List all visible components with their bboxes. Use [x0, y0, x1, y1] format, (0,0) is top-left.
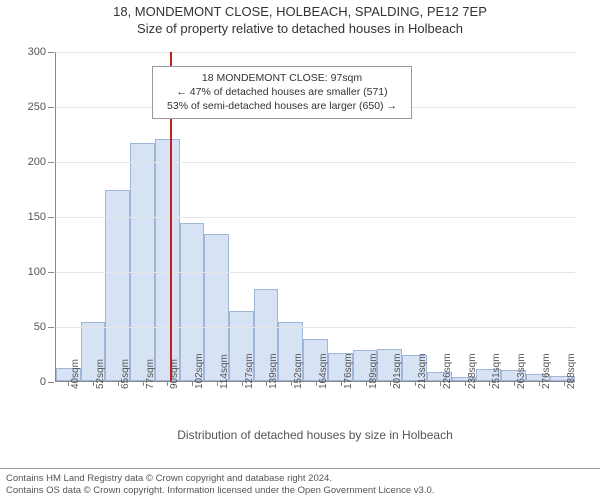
x-tick-label: 52sqm: [95, 359, 106, 389]
x-tick-label: 276sqm: [541, 353, 552, 389]
y-tick: [48, 52, 54, 53]
y-tick: [48, 217, 54, 218]
x-tick-label: 226sqm: [442, 353, 453, 389]
x-tick: [341, 381, 342, 386]
x-tick-label: 263sqm: [516, 353, 527, 389]
x-tick: [118, 381, 119, 386]
x-tick-label: 40sqm: [70, 359, 81, 389]
grid-line: [56, 162, 575, 163]
x-tick-label: 238sqm: [467, 353, 478, 389]
histogram-bar: [130, 143, 155, 381]
y-tick: [48, 107, 54, 108]
x-tick: [415, 381, 416, 386]
annotation-box: 18 MONDEMONT CLOSE: 97sqm ← 47% of detac…: [152, 66, 412, 119]
x-tick: [539, 381, 540, 386]
x-tick-label: 102sqm: [194, 353, 205, 389]
grid-line: [56, 272, 575, 273]
chart-container: Number of detached properties 18 MONDEMO…: [0, 42, 600, 442]
footer-line-2: Contains OS data © Crown copyright. Info…: [6, 485, 594, 497]
y-tick: [48, 327, 54, 328]
x-tick: [440, 381, 441, 386]
x-tick: [217, 381, 218, 386]
page-subtitle: Size of property relative to detached ho…: [8, 21, 592, 36]
x-tick: [366, 381, 367, 386]
x-tick: [143, 381, 144, 386]
x-tick-label: 127sqm: [244, 353, 255, 389]
annotation-line-1: 18 MONDEMONT CLOSE: 97sqm: [161, 71, 403, 85]
x-tick-label: 213sqm: [417, 353, 428, 389]
footer-line-1: Contains HM Land Registry data © Crown c…: [6, 473, 594, 485]
x-tick-label: 176sqm: [343, 353, 354, 389]
histogram-bar: [155, 139, 180, 381]
y-tick: [48, 272, 54, 273]
x-tick: [316, 381, 317, 386]
x-axis-title: Distribution of detached houses by size …: [55, 428, 575, 442]
grid-line: [56, 327, 575, 328]
x-tick: [465, 381, 466, 386]
title-block: 18, MONDEMONT CLOSE, HOLBEACH, SPALDING,…: [0, 0, 600, 36]
y-tick-label: 250: [28, 101, 46, 113]
x-tick-label: 65sqm: [120, 359, 131, 389]
footer-attribution: Contains HM Land Registry data © Crown c…: [0, 468, 600, 500]
x-tick-label: 139sqm: [268, 353, 279, 389]
page-title: 18, MONDEMONT CLOSE, HOLBEACH, SPALDING,…: [8, 4, 592, 19]
plot-area: 18 MONDEMONT CLOSE: 97sqm ← 47% of detac…: [55, 52, 575, 382]
x-tick: [93, 381, 94, 386]
y-tick: [48, 162, 54, 163]
x-tick-label: 77sqm: [145, 359, 156, 389]
x-tick: [514, 381, 515, 386]
histogram-bar: [105, 190, 130, 381]
x-tick-label: 114sqm: [219, 354, 230, 389]
y-tick: [48, 382, 54, 383]
x-tick: [564, 381, 565, 386]
y-tick-label: 300: [28, 46, 46, 58]
x-tick-label: 189sqm: [368, 353, 379, 389]
grid-line: [56, 52, 575, 53]
annotation-line-2: ← 47% of detached houses are smaller (57…: [161, 85, 403, 99]
x-tick: [242, 381, 243, 386]
annotation-line-3: 53% of semi-detached houses are larger (…: [161, 99, 403, 113]
y-tick-label: 150: [28, 211, 46, 223]
x-tick-label: 152sqm: [293, 353, 304, 389]
x-tick-label: 251sqm: [491, 353, 502, 389]
y-tick-label: 50: [34, 321, 46, 333]
grid-line: [56, 217, 575, 218]
y-tick-label: 100: [28, 266, 46, 278]
x-tick-label: 201sqm: [392, 353, 403, 389]
x-tick-label: 164sqm: [318, 353, 329, 389]
x-tick-label: 288sqm: [566, 353, 577, 389]
y-tick-label: 200: [28, 156, 46, 168]
y-tick-label: 0: [40, 376, 46, 388]
